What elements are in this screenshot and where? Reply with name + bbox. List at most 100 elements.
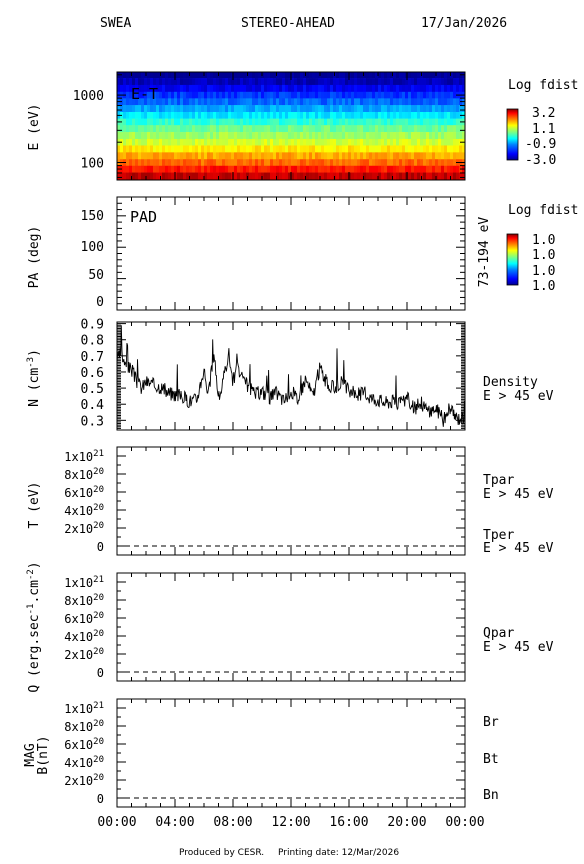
heatmap-cell — [336, 105, 340, 113]
y-tick-mantissa: 6x10 — [64, 486, 93, 500]
heatmap-cell — [177, 138, 181, 146]
heatmap-cell — [447, 72, 451, 79]
heatmap-cell — [321, 118, 325, 126]
heatmap-cell — [192, 84, 196, 93]
heatmap-cell — [444, 111, 448, 119]
heatmap-cell — [393, 125, 397, 133]
heatmap-cell — [303, 105, 307, 113]
heatmap-cell — [402, 111, 406, 119]
heatmap-cell — [156, 118, 160, 126]
heatmap-cell — [141, 78, 145, 86]
heatmap-cell — [153, 78, 157, 86]
heatmap-cell — [456, 84, 460, 93]
heatmap-cell — [291, 145, 295, 153]
heatmap-cell — [315, 165, 319, 173]
heatmap-cell — [198, 84, 202, 93]
heatmap-cell — [309, 78, 313, 86]
heatmap-cell — [351, 125, 355, 133]
heatmap-cell — [168, 172, 172, 181]
heatmap-cell — [297, 159, 301, 167]
heatmap-cell — [180, 152, 184, 160]
heatmap-cell — [363, 152, 367, 160]
heatmap-cell — [264, 132, 268, 140]
heatmap-cell — [303, 159, 307, 167]
heatmap-cell — [447, 152, 451, 160]
heatmap-cell — [237, 159, 241, 167]
heatmap-cell — [411, 105, 415, 113]
heatmap-cell — [384, 105, 388, 113]
y-tick-mantissa: 4x10 — [64, 630, 93, 644]
heatmap-cell — [204, 145, 208, 153]
heatmap-cell — [414, 165, 418, 173]
heatmap-cell — [321, 165, 325, 173]
heatmap-cell — [369, 125, 373, 133]
heatmap-cell — [294, 98, 298, 106]
heatmap-cell — [444, 132, 448, 140]
heatmap-cell — [366, 111, 370, 119]
heatmap-cell — [165, 105, 169, 113]
y-tick-mantissa: 4x10 — [64, 504, 93, 518]
heatmap-cell — [234, 84, 238, 93]
heatmap-cell — [192, 145, 196, 153]
heatmap-cell — [216, 159, 220, 167]
heatmap-cell — [327, 118, 331, 126]
heatmap-cell — [219, 118, 223, 126]
heatmap-cell — [372, 72, 376, 79]
heatmap-cell — [219, 84, 223, 93]
heatmap-cell — [327, 152, 331, 160]
heatmap-cell — [180, 118, 184, 126]
heatmap-cell — [165, 152, 169, 160]
heatmap-cell — [282, 145, 286, 153]
heatmap-cell — [291, 72, 295, 79]
mag-axis-label-line2: B(nT) — [36, 735, 51, 774]
heatmap-cell — [171, 98, 175, 106]
heatmap-cell — [348, 138, 352, 146]
heatmap-cell — [273, 105, 277, 113]
heatmap-cell — [234, 78, 238, 86]
heatmap-cell — [213, 125, 217, 133]
heatmap-cell — [126, 165, 130, 173]
pad-ytick-100: 100 — [81, 240, 104, 255]
heatmap-cell — [378, 125, 382, 133]
heatmap-cell — [138, 118, 142, 126]
heatmap-cell — [441, 152, 445, 160]
heatmap-cell — [396, 105, 400, 113]
density-axis-label-sup: -3 — [26, 357, 36, 368]
heatmap-cell — [390, 152, 394, 160]
heatmap-cell — [222, 132, 226, 140]
heatmap-cell — [312, 91, 316, 99]
heatmap-cell — [411, 132, 415, 140]
heat-flux-axis-label-main: Q (erg.sec — [27, 614, 42, 692]
heatmap-cell — [237, 91, 241, 99]
heatmap-cell — [156, 84, 160, 93]
heatmap-cell — [444, 145, 448, 153]
heatmap-cell — [150, 165, 154, 173]
heatmap-cell — [432, 91, 436, 99]
heatmap-cell — [339, 159, 343, 167]
heatmap-cell — [318, 98, 322, 106]
heatmap-cell — [372, 111, 376, 119]
qpar-legend-name: Qpar — [483, 626, 514, 641]
heatmap-cell — [162, 91, 166, 99]
heatmap-cell — [351, 91, 355, 99]
heatmap-cell — [420, 91, 424, 99]
heatmap-cell — [252, 78, 256, 86]
heatmap-cell — [144, 111, 148, 119]
heatmap-cell — [444, 159, 448, 167]
heatmap-cell — [393, 98, 397, 106]
heatmap-cell — [192, 111, 196, 119]
heatmap-cell — [450, 72, 454, 79]
heatmap-cell — [240, 105, 244, 113]
heatmap-cell — [309, 91, 313, 99]
heatmap-cell — [159, 91, 163, 99]
heatmap-cell — [270, 111, 274, 119]
heatmap-cell — [150, 159, 154, 167]
heatmap-cell — [369, 172, 373, 181]
heatmap-cell — [267, 72, 271, 79]
heatmap-cell — [264, 105, 268, 113]
heatmap-cell — [138, 91, 142, 99]
heatmap-cell — [297, 132, 301, 140]
heatmap-cell — [153, 84, 157, 93]
heatmap-cell — [408, 78, 412, 86]
pad-ticks — [116, 196, 466, 311]
